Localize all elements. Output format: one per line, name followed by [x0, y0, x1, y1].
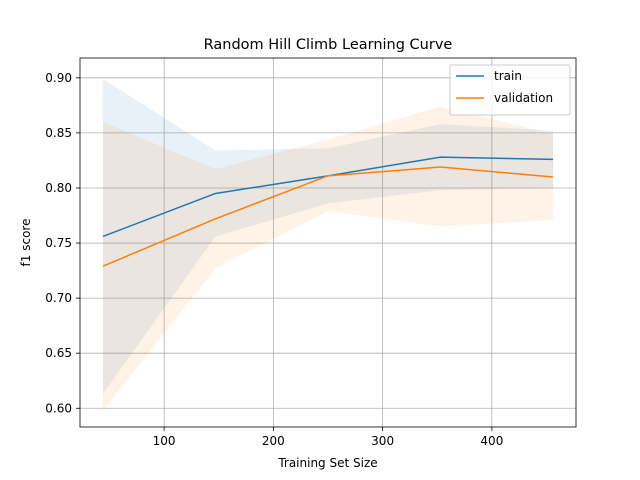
validation-confidence-band	[102, 106, 554, 411]
y-axis-label: f1 score	[19, 219, 33, 267]
plot-frame	[79, 57, 577, 428]
y-tick-label: 0.80	[45, 181, 72, 195]
y-tick-label: 0.90	[45, 71, 72, 85]
x-axis-label: Training Set Size	[277, 456, 377, 470]
chart-title: Random Hill Climb Learning Curve	[204, 37, 453, 53]
legend-label-validation: validation	[494, 91, 553, 105]
validation-line	[102, 166, 554, 267]
y-tick-label: 0.60	[45, 401, 72, 415]
x-tick-label: 100	[153, 434, 176, 448]
x-tick-label: 200	[262, 434, 285, 448]
y-tick-label: 0.75	[45, 236, 72, 250]
x-tick-label: 300	[371, 434, 394, 448]
axis-ticks: 100 200 300 400 0.60 0.65 0.70 0.75 0.80 0.85 0.90	[45, 71, 503, 448]
y-tick-label: 0.85	[45, 126, 72, 140]
x-tick-label: 400	[480, 434, 503, 448]
legend-box	[449, 64, 571, 116]
y-tick-label: 0.70	[45, 291, 72, 305]
y-tick-label: 0.65	[45, 346, 72, 360]
series-lines	[102, 156, 554, 267]
legend: train validation	[449, 64, 571, 116]
grid-lines	[80, 58, 576, 427]
legend-label-train: train	[494, 69, 522, 83]
plot-background	[80, 58, 576, 427]
